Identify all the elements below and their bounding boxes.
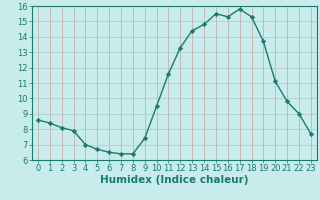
X-axis label: Humidex (Indice chaleur): Humidex (Indice chaleur) [100, 175, 249, 185]
